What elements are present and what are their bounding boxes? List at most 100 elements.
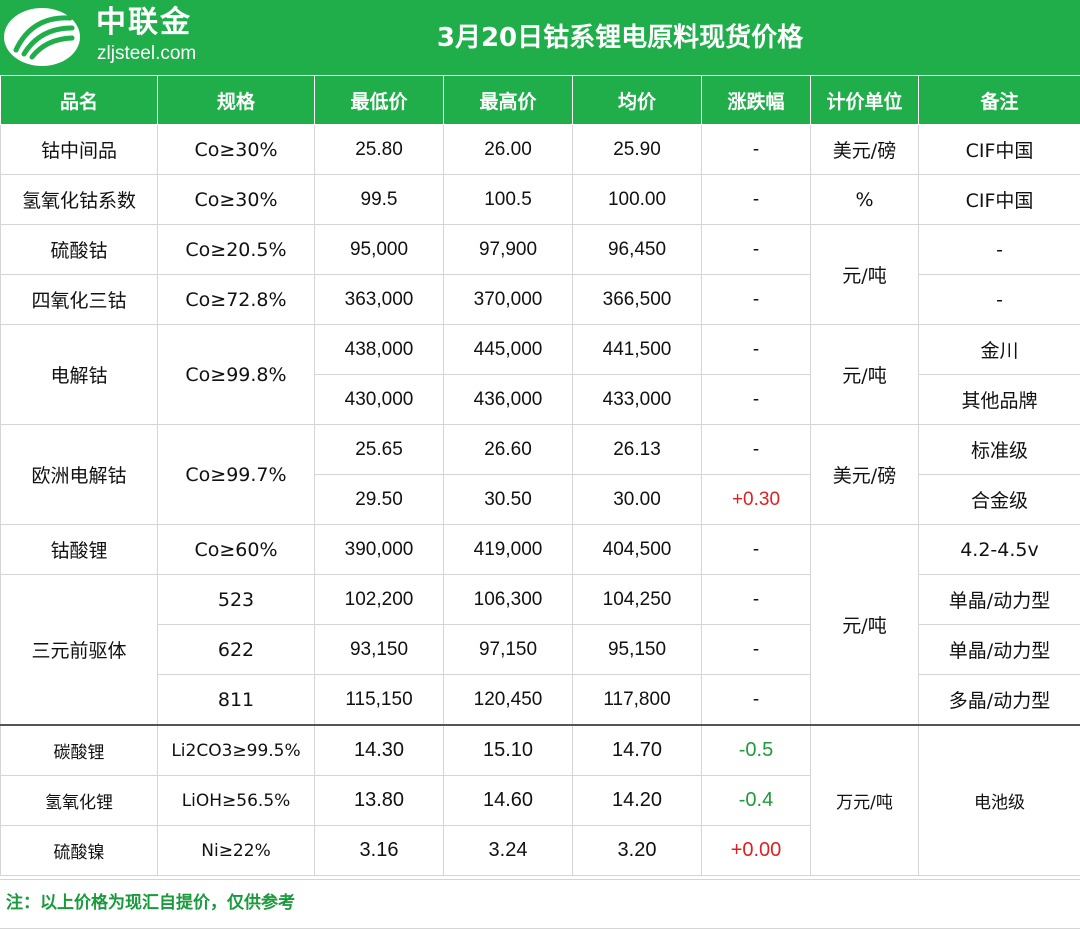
cell-name: 氢氧化钴系数	[1, 175, 158, 225]
cell-note: -	[919, 225, 1080, 275]
cell-unit: 美元/磅	[811, 425, 919, 525]
cell-unit: 美元/磅	[811, 125, 919, 175]
cell-spec: Co≥30%	[158, 175, 315, 225]
cell-high: 436,000	[444, 375, 573, 425]
cell-spec: Co≥20.5%	[158, 225, 315, 275]
cell-name: 钴酸锂	[1, 525, 158, 575]
cell-low: 99.5	[315, 175, 444, 225]
cell-change: -	[702, 325, 811, 375]
cell-high: 100.5	[444, 175, 573, 225]
cell-change: +0.30	[702, 475, 811, 525]
cell-avg: 14.70	[573, 725, 702, 776]
cell-change: -0.4	[702, 776, 811, 826]
cell-unit: 元/吨	[811, 225, 919, 325]
cell-name: 钴中间品	[1, 125, 158, 175]
cell-low: 29.50	[315, 475, 444, 525]
table-row: 电解钴 Co≥99.8% 438,000 445,000 441,500 - 元…	[1, 325, 1080, 375]
table-header-row: 品名 规格 最低价 最高价 均价 涨跌幅 计价单位 备注	[1, 76, 1080, 125]
cell-avg: 404,500	[573, 525, 702, 575]
cell-note: 金川	[919, 325, 1080, 375]
cell-change: -	[702, 375, 811, 425]
cell-low: 95,000	[315, 225, 444, 275]
cell-change: -	[702, 175, 811, 225]
cell-unit: 元/吨	[811, 325, 919, 425]
cell-low: 13.80	[315, 776, 444, 826]
cell-note: 标准级	[919, 425, 1080, 475]
table-row: 硫酸钴 Co≥20.5% 95,000 97,900 96,450 - 元/吨 …	[1, 225, 1080, 275]
cell-change: -0.5	[702, 725, 811, 776]
cell-spec: Ni≥22%	[158, 826, 315, 876]
column-header-spec: 规格	[158, 76, 315, 125]
cell-spec: Li2CO3≥99.5%	[158, 725, 315, 776]
cell-note: -	[919, 275, 1080, 325]
cell-note: 电池级	[919, 725, 1080, 876]
cell-name: 氢氧化锂	[1, 776, 158, 826]
cell-spec: 523	[158, 575, 315, 625]
cell-high: 445,000	[444, 325, 573, 375]
cell-name: 硫酸钴	[1, 225, 158, 275]
column-header-avg: 均价	[573, 76, 702, 125]
header-banner: 中联金 zljsteel.com 3月20日钴系锂电原料现货价格	[0, 0, 1080, 75]
cell-low: 438,000	[315, 325, 444, 375]
cell-spec: Co≥72.8%	[158, 275, 315, 325]
cell-note: 多晶/动力型	[919, 675, 1080, 726]
cell-low: 3.16	[315, 826, 444, 876]
cell-high: 3.24	[444, 826, 573, 876]
column-header-high: 最高价	[444, 76, 573, 125]
column-header-low: 最低价	[315, 76, 444, 125]
table-row: 氢氧化钴系数 Co≥30% 99.5 100.5 100.00 - % CIF中…	[1, 175, 1080, 225]
cell-avg: 117,800	[573, 675, 702, 726]
cell-spec: Co≥99.7%	[158, 425, 315, 525]
cell-avg: 100.00	[573, 175, 702, 225]
cell-high: 26.00	[444, 125, 573, 175]
cell-name: 硫酸镍	[1, 826, 158, 876]
cell-high: 30.50	[444, 475, 573, 525]
table-row: 欧洲电解钴 Co≥99.7% 25.65 26.60 26.13 - 美元/磅 …	[1, 425, 1080, 475]
cell-note: 其他品牌	[919, 375, 1080, 425]
cell-note: 单晶/动力型	[919, 575, 1080, 625]
cell-high: 14.60	[444, 776, 573, 826]
cell-unit: 元/吨	[811, 525, 919, 726]
cell-change: -	[702, 225, 811, 275]
cell-high: 26.60	[444, 425, 573, 475]
cell-avg: 14.20	[573, 776, 702, 826]
cell-low: 390,000	[315, 525, 444, 575]
cell-note: 单晶/动力型	[919, 625, 1080, 675]
cell-high: 15.10	[444, 725, 573, 776]
cell-avg: 26.13	[573, 425, 702, 475]
logo-url: zljsteel.com	[97, 42, 196, 66]
cell-name: 欧洲电解钴	[1, 425, 158, 525]
cell-name: 碳酸锂	[1, 725, 158, 776]
table-row: 三元前驱体 523 102,200 106,300 104,250 - 单晶/动…	[1, 575, 1080, 625]
logo-name: 中联金	[96, 4, 192, 42]
column-header-name: 品名	[1, 76, 158, 125]
cell-low: 363,000	[315, 275, 444, 325]
cell-name: 四氧化三钴	[1, 275, 158, 325]
cell-spec: Co≥60%	[158, 525, 315, 575]
cell-high: 106,300	[444, 575, 573, 625]
cell-spec: 811	[158, 675, 315, 726]
cell-change: +0.00	[702, 826, 811, 876]
cell-avg: 104,250	[573, 575, 702, 625]
table-row: 622 93,150 97,150 95,150 - 单晶/动力型	[1, 625, 1080, 675]
table-row: 钴酸锂 Co≥60% 390,000 419,000 404,500 - 元/吨…	[1, 525, 1080, 575]
cell-change: -	[702, 525, 811, 575]
cell-low: 14.30	[315, 725, 444, 776]
cell-avg: 441,500	[573, 325, 702, 375]
column-header-change: 涨跌幅	[702, 76, 811, 125]
cell-change: -	[702, 275, 811, 325]
cell-name: 电解钴	[1, 325, 158, 425]
table-row: 钴中间品 Co≥30% 25.80 26.00 25.90 - 美元/磅 CIF…	[1, 125, 1080, 175]
cell-avg: 433,000	[573, 375, 702, 425]
cell-high: 419,000	[444, 525, 573, 575]
cell-low: 25.65	[315, 425, 444, 475]
cell-spec: Co≥99.8%	[158, 325, 315, 425]
cell-change: -	[702, 575, 811, 625]
cell-avg: 3.20	[573, 826, 702, 876]
cell-unit: 万元/吨	[811, 725, 919, 876]
logo-swoosh-icon	[2, 6, 86, 68]
cell-note: CIF中国	[919, 175, 1080, 225]
cell-name: 三元前驱体	[1, 575, 158, 726]
cell-change: -	[702, 675, 811, 726]
